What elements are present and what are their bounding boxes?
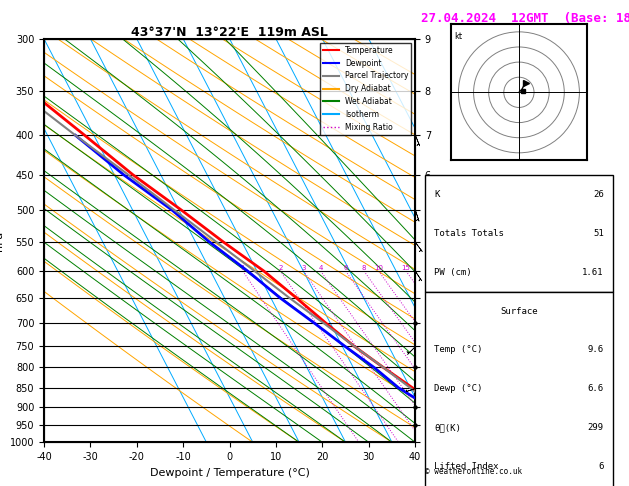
- Y-axis label: km
ASL: km ASL: [445, 231, 467, 250]
- Text: 6.6: 6.6: [587, 384, 604, 393]
- Text: 6: 6: [343, 265, 348, 271]
- Title: 43°37'N  13°22'E  119m ASL: 43°37'N 13°22'E 119m ASL: [131, 26, 328, 39]
- Text: © weatheronline.co.uk: © weatheronline.co.uk: [425, 467, 521, 476]
- Text: 2: 2: [278, 265, 282, 271]
- Text: kt: kt: [454, 32, 462, 41]
- Text: 1.61: 1.61: [582, 268, 604, 277]
- Text: Lifted Index: Lifted Index: [434, 462, 499, 471]
- Text: Dewp (°C): Dewp (°C): [434, 384, 482, 393]
- Text: Totals Totals: Totals Totals: [434, 229, 504, 238]
- Text: 27.04.2024  12GMT  (Base: 18): 27.04.2024 12GMT (Base: 18): [421, 12, 629, 25]
- FancyBboxPatch shape: [425, 175, 613, 292]
- Text: 8: 8: [362, 265, 366, 271]
- Text: 4: 4: [318, 265, 323, 271]
- Legend: Temperature, Dewpoint, Parcel Trajectory, Dry Adiabat, Wet Adiabat, Isotherm, Mi: Temperature, Dewpoint, Parcel Trajectory…: [320, 43, 411, 135]
- Text: Surface: Surface: [500, 307, 538, 315]
- Text: Temp (°C): Temp (°C): [434, 346, 482, 354]
- Text: 6: 6: [598, 462, 604, 471]
- Text: 3: 3: [301, 265, 306, 271]
- Text: 299: 299: [587, 423, 604, 432]
- Text: 51: 51: [593, 229, 604, 238]
- Text: 10: 10: [374, 265, 383, 271]
- X-axis label: Dewpoint / Temperature (°C): Dewpoint / Temperature (°C): [150, 468, 309, 478]
- Text: K: K: [434, 190, 440, 199]
- Text: 9.6: 9.6: [587, 346, 604, 354]
- Text: PW (cm): PW (cm): [434, 268, 472, 277]
- Y-axis label: hPa: hPa: [0, 230, 4, 251]
- Text: 1: 1: [240, 265, 245, 271]
- FancyBboxPatch shape: [425, 292, 613, 486]
- Text: θᴄ(K): θᴄ(K): [434, 423, 461, 432]
- Text: 26: 26: [593, 190, 604, 199]
- Text: 15: 15: [401, 265, 411, 271]
